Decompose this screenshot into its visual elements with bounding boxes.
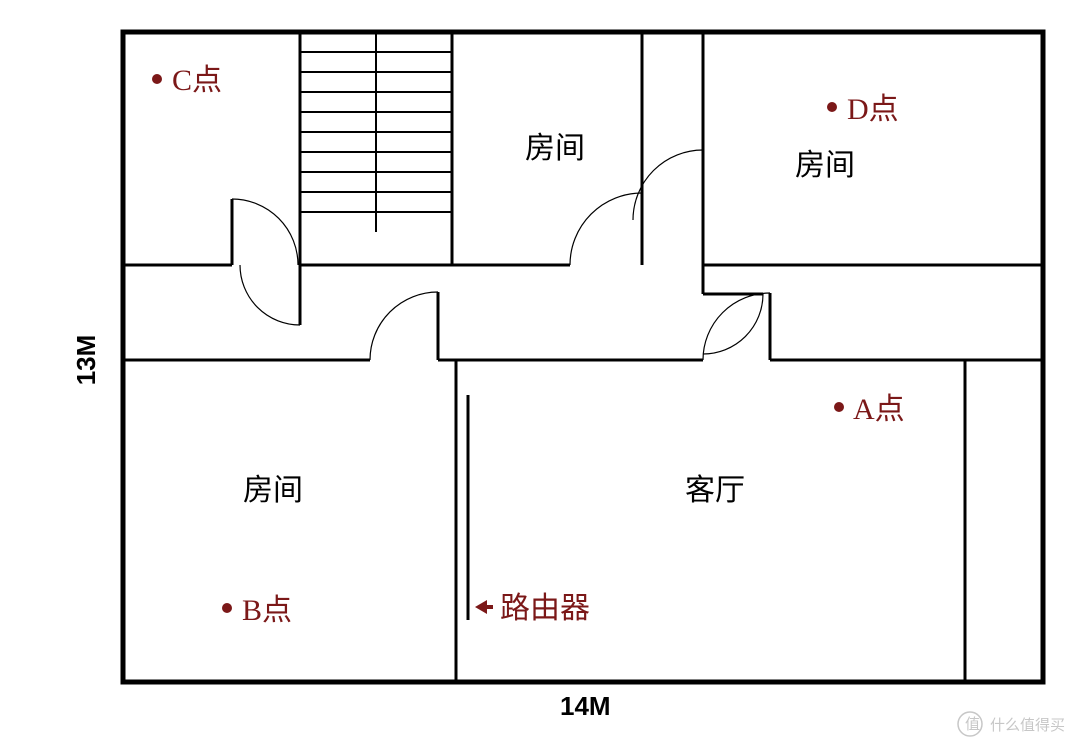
dim-height: 13M [71,335,101,386]
point-C-label: C点 [172,64,222,97]
door [703,293,770,360]
router-label: 路由器 [500,592,590,625]
room-label: 客厅 [685,474,745,507]
point-D-label: D点 [847,93,899,126]
staircase [300,32,452,232]
point-C-dot [152,74,162,84]
door [240,265,300,325]
door [232,199,298,265]
door [370,292,438,360]
dim-width: 14M [560,691,611,721]
watermark-text: 什么值得买 [990,717,1065,734]
point-A-dot [834,402,844,412]
point-B-dot [222,603,232,613]
room-label: 房间 [243,474,303,507]
watermark-icon-text: 值 [965,716,980,733]
door [703,294,763,354]
point-D-dot [827,102,837,112]
room-label: 房间 [525,132,585,165]
point-B-label: B点 [242,594,292,627]
outer-wall [123,32,1043,682]
door [570,193,642,265]
room-label: 房间 [795,149,855,182]
point-A-label: A点 [853,393,905,426]
router-icon [475,600,493,614]
